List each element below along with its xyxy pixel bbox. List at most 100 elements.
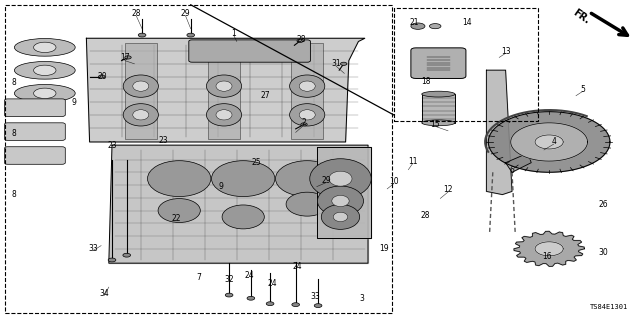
Text: 11: 11	[408, 157, 417, 166]
Text: 25: 25	[251, 158, 261, 167]
Ellipse shape	[222, 205, 264, 229]
Ellipse shape	[301, 123, 307, 126]
Text: 17: 17	[120, 53, 130, 62]
Text: 33: 33	[310, 292, 321, 301]
Ellipse shape	[15, 39, 76, 56]
Ellipse shape	[289, 75, 325, 97]
Ellipse shape	[292, 303, 300, 307]
Ellipse shape	[332, 195, 349, 207]
Ellipse shape	[297, 39, 303, 42]
Bar	[208, 43, 240, 139]
Polygon shape	[511, 123, 588, 161]
Text: TS84E1301: TS84E1301	[590, 304, 628, 310]
FancyBboxPatch shape	[189, 40, 310, 62]
Text: 29: 29	[321, 176, 332, 185]
Text: 4: 4	[551, 137, 556, 146]
Text: 5: 5	[580, 85, 585, 94]
Ellipse shape	[340, 62, 347, 65]
Text: 26: 26	[598, 200, 608, 209]
Text: 22: 22	[172, 214, 180, 223]
Text: 21: 21	[410, 18, 419, 27]
Text: 8: 8	[12, 190, 17, 199]
Text: 3: 3	[359, 294, 364, 303]
Bar	[394, 8, 538, 121]
Ellipse shape	[275, 161, 339, 197]
Text: 14: 14	[462, 18, 472, 27]
Ellipse shape	[187, 33, 195, 37]
Ellipse shape	[289, 104, 325, 126]
Ellipse shape	[314, 304, 322, 308]
Text: 32: 32	[224, 275, 234, 284]
Polygon shape	[317, 147, 371, 238]
Text: 2: 2	[301, 118, 307, 127]
Text: 28: 28	[296, 35, 305, 44]
Text: 20: 20	[97, 72, 108, 81]
Ellipse shape	[266, 302, 274, 306]
Ellipse shape	[333, 212, 348, 222]
Ellipse shape	[411, 23, 425, 29]
Text: 24: 24	[292, 262, 303, 271]
Ellipse shape	[429, 24, 441, 29]
Ellipse shape	[321, 204, 360, 229]
Ellipse shape	[216, 81, 232, 91]
Bar	[291, 43, 323, 139]
Ellipse shape	[133, 81, 149, 91]
Text: 6: 6	[509, 166, 515, 175]
Ellipse shape	[15, 62, 76, 79]
Text: 27: 27	[260, 91, 271, 100]
Text: 7: 7	[196, 273, 201, 282]
Ellipse shape	[422, 91, 455, 97]
Polygon shape	[535, 135, 563, 149]
Ellipse shape	[317, 186, 364, 216]
Ellipse shape	[15, 85, 76, 102]
Ellipse shape	[108, 258, 116, 262]
Ellipse shape	[34, 88, 56, 99]
Ellipse shape	[125, 56, 131, 59]
Polygon shape	[535, 242, 563, 256]
Text: 9: 9	[71, 98, 76, 107]
Ellipse shape	[123, 253, 131, 257]
Text: 16: 16	[542, 252, 552, 261]
FancyBboxPatch shape	[4, 123, 65, 140]
Polygon shape	[109, 145, 368, 263]
Text: 10: 10	[388, 177, 399, 186]
Text: 34: 34	[99, 289, 109, 298]
Ellipse shape	[329, 171, 352, 186]
Text: 28: 28	[132, 9, 141, 18]
Text: 23: 23	[158, 136, 168, 145]
Ellipse shape	[310, 159, 371, 198]
Ellipse shape	[34, 42, 56, 53]
Text: 30: 30	[598, 248, 608, 256]
Text: 8: 8	[12, 78, 17, 87]
Ellipse shape	[206, 104, 242, 126]
Bar	[125, 43, 157, 139]
FancyBboxPatch shape	[4, 99, 65, 116]
Polygon shape	[86, 38, 365, 142]
Polygon shape	[506, 153, 531, 172]
Text: 18: 18	[421, 77, 430, 86]
Ellipse shape	[225, 293, 233, 297]
Text: 8: 8	[12, 130, 17, 138]
Text: 12: 12	[444, 185, 452, 194]
Ellipse shape	[99, 75, 105, 78]
Bar	[5, 5, 392, 313]
Ellipse shape	[206, 75, 242, 97]
Ellipse shape	[148, 161, 211, 197]
Ellipse shape	[247, 296, 255, 300]
Text: 15: 15	[430, 120, 440, 129]
Ellipse shape	[300, 110, 315, 120]
Ellipse shape	[124, 75, 159, 97]
Text: 24: 24	[267, 279, 277, 288]
Ellipse shape	[158, 198, 200, 223]
Ellipse shape	[286, 192, 328, 216]
FancyBboxPatch shape	[411, 48, 466, 78]
Polygon shape	[488, 112, 610, 172]
Bar	[422, 94, 455, 123]
Polygon shape	[514, 231, 584, 266]
Ellipse shape	[422, 120, 455, 126]
Polygon shape	[486, 70, 512, 195]
Ellipse shape	[300, 81, 315, 91]
Text: 9: 9	[218, 182, 223, 191]
Text: 19: 19	[379, 244, 389, 253]
Text: 24: 24	[244, 271, 255, 280]
